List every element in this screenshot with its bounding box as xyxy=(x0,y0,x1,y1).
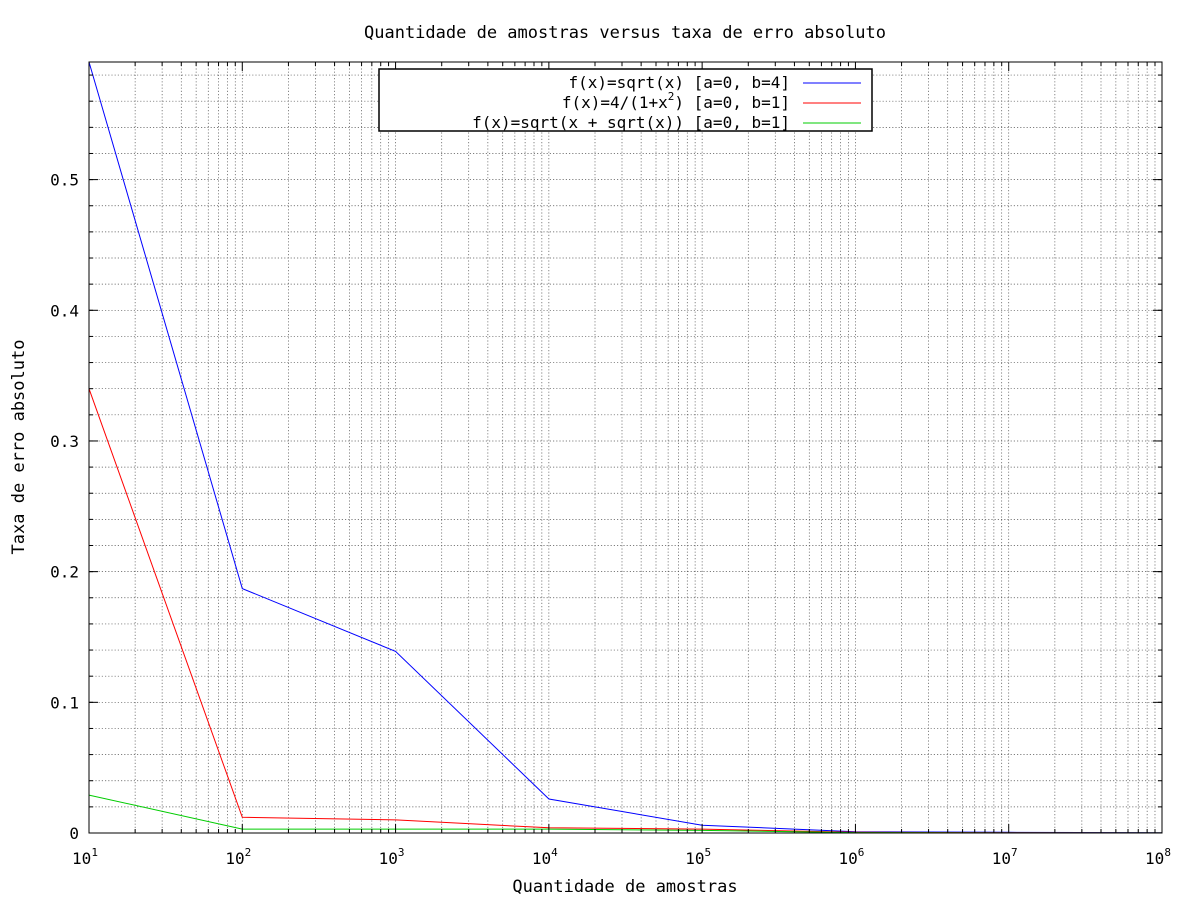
x-tick-base: 10 xyxy=(1145,849,1164,868)
legend-label-2: f(x)=4/(1+x2) [a=0, b=1] xyxy=(562,90,790,112)
x-tick-label: 104 xyxy=(532,846,558,868)
x-tick-exponent: 4 xyxy=(551,846,558,859)
x-tick-base: 10 xyxy=(685,849,704,868)
x-tick-exponent: 7 xyxy=(1011,846,1018,859)
x-tick-label: 105 xyxy=(685,846,711,868)
x-tick-base: 10 xyxy=(992,849,1011,868)
series-line-3 xyxy=(88,794,1162,834)
legend-label-1: f(x)=sqrt(x) [a=0, b=4] xyxy=(568,73,790,92)
grid xyxy=(88,62,1163,834)
legend-label-3: f(x)=sqrt(x + sqrt(x)) [a=0, b=1] xyxy=(472,113,790,132)
y-tick-label: 0.2 xyxy=(50,563,79,582)
y-tick-label: 0 xyxy=(69,824,79,843)
x-tick-exponent: 6 xyxy=(858,846,865,859)
legend-box xyxy=(378,68,873,132)
y-tick-label: 0.4 xyxy=(50,301,79,320)
y-tick-label: 0.3 xyxy=(50,432,79,451)
x-tick-label: 108 xyxy=(1145,846,1171,868)
x-tick-exponent: 8 xyxy=(1164,846,1171,859)
y-tick-label: 0.5 xyxy=(50,171,79,190)
series-line-1 xyxy=(88,61,1163,834)
legend-label-part: f(x)=sqrt(x + sqrt(x)) [a=0, b=1] xyxy=(472,113,790,132)
legend-label-part: f(x)=4/(1+x xyxy=(562,93,668,112)
y-axis-label: Taxa de erro absoluto xyxy=(9,340,29,555)
x-tick-base: 10 xyxy=(72,849,91,868)
x-tick-exponent: 5 xyxy=(704,846,711,859)
x-tick-label: 101 xyxy=(72,846,98,868)
legend: f(x)=sqrt(x) [a=0, b=4]f(x)=4/(1+x2) [a=… xyxy=(378,68,873,132)
x-tick-label: 103 xyxy=(379,846,405,868)
x-tick-base: 10 xyxy=(379,849,398,868)
legend-label-part: ) [a=0, b=1] xyxy=(674,93,790,112)
y-tick-label: 0.1 xyxy=(50,693,79,712)
chart-title: Quantidade de amostras versus taxa de er… xyxy=(364,23,886,43)
x-tick-exponent: 3 xyxy=(398,846,405,859)
x-tick-exponent: 1 xyxy=(91,846,98,859)
x-tick-base: 10 xyxy=(838,849,857,868)
x-tick-label: 102 xyxy=(225,846,251,868)
x-tick-label: 107 xyxy=(992,846,1018,868)
x-tick-exponent: 2 xyxy=(245,846,252,859)
legend-label-part: f(x)=sqrt(x) [a=0, b=4] xyxy=(568,73,790,92)
x-tick-base: 10 xyxy=(532,849,551,868)
series-lines xyxy=(88,61,1163,834)
x-axis-label: Quantidade de amostras xyxy=(512,877,737,897)
plot-frame xyxy=(88,61,1163,834)
legend-superscript: 2 xyxy=(668,90,675,103)
x-tick-base: 10 xyxy=(225,849,244,868)
x-tick-label: 106 xyxy=(838,846,864,868)
series-line-2 xyxy=(88,388,1163,834)
